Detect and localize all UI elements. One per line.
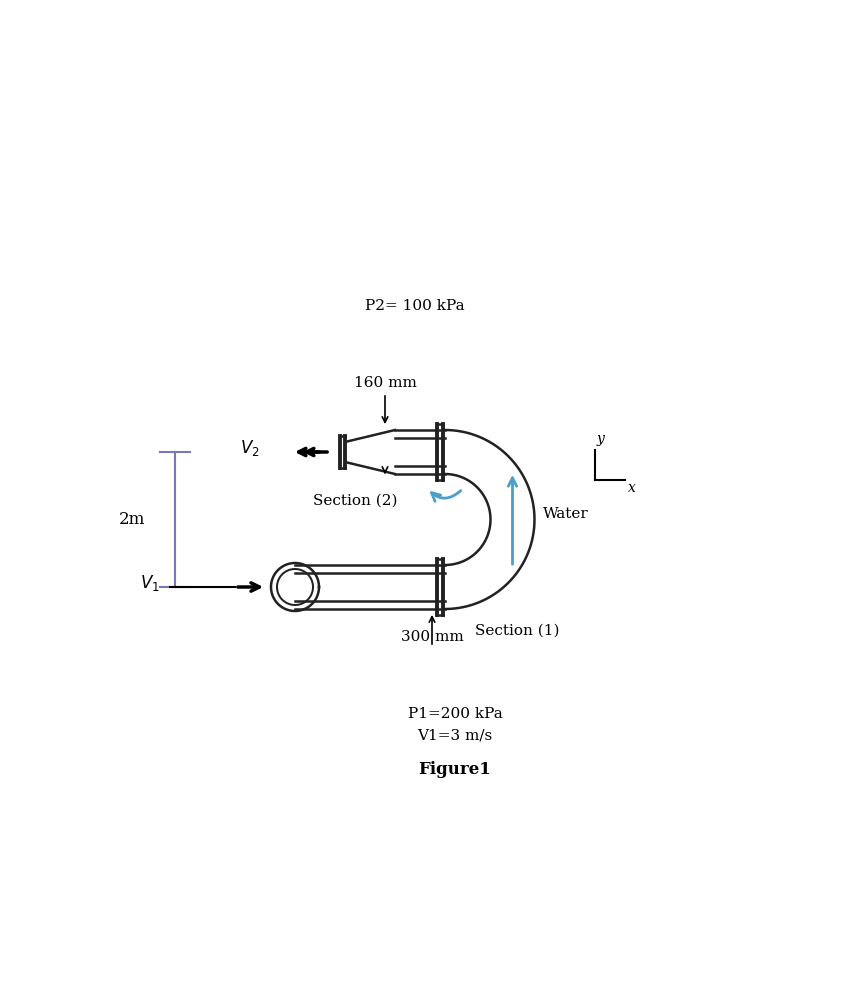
Text: V1=3 m/s: V1=3 m/s: [418, 729, 493, 743]
Text: Section (1): Section (1): [475, 624, 560, 638]
Text: 300 mm: 300 mm: [401, 630, 464, 644]
Text: Section (2): Section (2): [312, 494, 398, 508]
Text: $V_2$: $V_2$: [240, 438, 260, 458]
Text: P2= 100 kPa: P2= 100 kPa: [365, 298, 464, 312]
Text: x: x: [628, 482, 635, 496]
Text: y: y: [596, 432, 604, 447]
Text: Figure1: Figure1: [418, 761, 491, 778]
Text: P1=200 kPa: P1=200 kPa: [408, 707, 503, 721]
Text: Water: Water: [542, 507, 589, 521]
Text: 160 mm: 160 mm: [353, 376, 417, 390]
Text: $V_1$: $V_1$: [141, 573, 160, 593]
Text: 2m: 2m: [119, 511, 145, 528]
